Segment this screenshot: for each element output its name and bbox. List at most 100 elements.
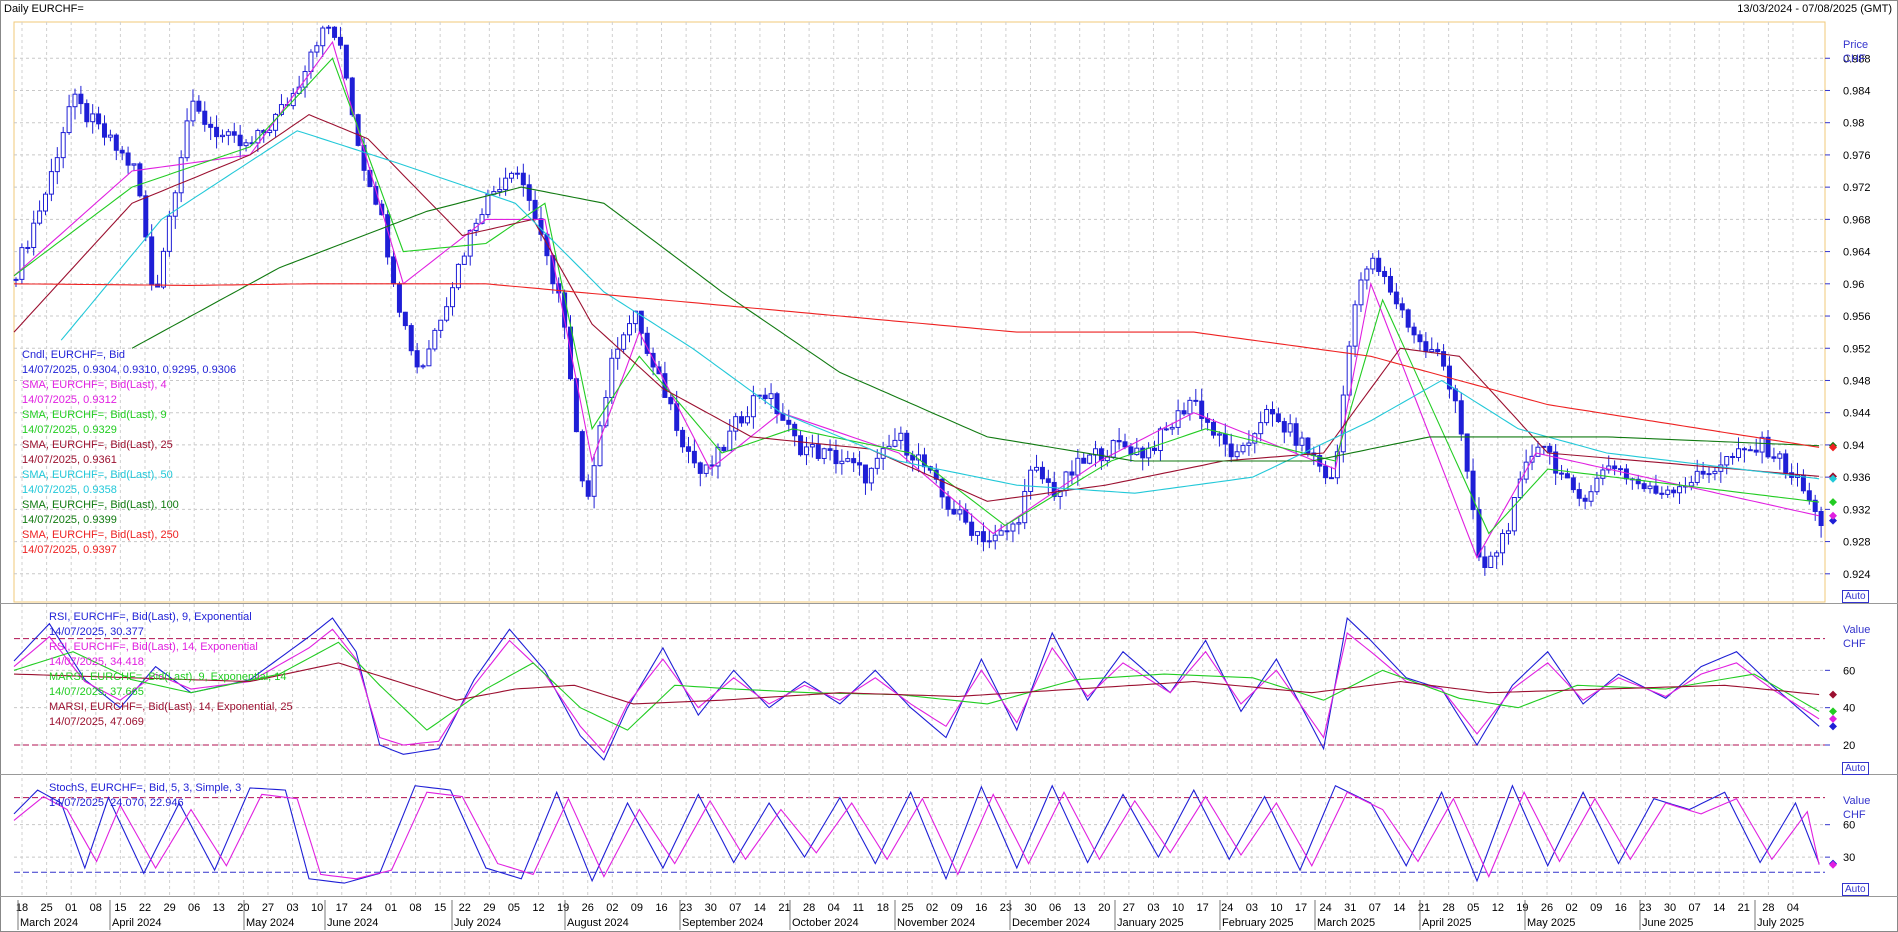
candle <box>532 190 538 221</box>
rsi-legend-item-value: 14/07/2025, 37.665 <box>49 686 144 698</box>
candle <box>497 177 503 197</box>
x-tick-label: 02 <box>926 902 938 914</box>
candle-body <box>1364 268 1370 281</box>
candle-body <box>1588 491 1594 502</box>
candle-body <box>992 534 998 542</box>
y-tick-label: 0.928 <box>1843 537 1871 549</box>
candle <box>1435 342 1441 357</box>
price-legend-item-value: 14/07/2025, 0.9361 <box>22 454 117 466</box>
stoch-k-line <box>13 784 1820 884</box>
candle <box>1523 449 1529 484</box>
candle-body <box>827 448 833 451</box>
candle-body <box>391 256 397 285</box>
marsi-14-line <box>13 662 1820 705</box>
candle <box>190 89 196 127</box>
candle-body <box>1175 410 1181 428</box>
y-tick-label: 0.988 <box>1843 53 1871 65</box>
price-legend-item-value: 14/07/2025, 0.9329 <box>22 424 117 436</box>
candle <box>1570 474 1576 493</box>
candle-body <box>1441 351 1447 367</box>
candle <box>1175 399 1181 435</box>
candle <box>1623 464 1629 485</box>
candle-body <box>1488 555 1494 568</box>
candle <box>1122 433 1128 450</box>
price-legend-item-name: SMA, EURCHF=, Bid(Last), 250 <box>22 529 179 541</box>
candle <box>1535 440 1541 457</box>
candle <box>1269 401 1275 427</box>
candle-body <box>214 126 220 138</box>
last-value-marker <box>1829 498 1837 507</box>
candle <box>1576 482 1582 507</box>
candle-body <box>497 189 503 193</box>
candle <box>314 41 320 58</box>
candle <box>868 467 874 491</box>
candle <box>1252 432 1258 454</box>
candle-body <box>768 393 774 400</box>
candle-body <box>621 334 627 350</box>
x-tick-label: 13 <box>213 902 225 914</box>
x-tick-label: 27 <box>1123 902 1135 914</box>
candle-body <box>1246 442 1252 446</box>
price-auto-button[interactable]: Auto <box>1842 590 1869 603</box>
candle-body <box>1034 466 1040 471</box>
candle-body <box>42 193 48 212</box>
candle <box>166 210 172 257</box>
candle-body <box>166 215 172 252</box>
candle <box>721 444 727 453</box>
candle <box>1087 453 1093 465</box>
candle-body <box>1812 499 1818 512</box>
candle <box>237 124 243 158</box>
candle <box>467 229 473 266</box>
sma-4-line <box>13 40 1820 559</box>
x-tick-label: 11 <box>853 902 864 914</box>
candle-body <box>1287 423 1293 433</box>
price-plot-area <box>13 21 1826 603</box>
candle-body <box>485 193 491 216</box>
candle <box>461 252 467 265</box>
candle-body <box>1075 457 1081 476</box>
candle-body <box>414 350 420 368</box>
candle <box>178 150 184 203</box>
candle-body <box>862 464 868 484</box>
x-tick-label: 16 <box>655 902 667 914</box>
stoch-axis-title: Value CHF <box>1843 795 1871 821</box>
candle-body <box>1087 454 1093 464</box>
candle-body <box>986 540 992 543</box>
candle-body <box>597 425 603 467</box>
candle <box>857 451 863 476</box>
candle-body <box>1264 409 1270 424</box>
candle-body <box>1736 448 1742 458</box>
last-value-marker <box>1829 714 1837 723</box>
candle <box>514 166 520 180</box>
candle <box>1275 407 1281 424</box>
candle <box>1387 267 1393 296</box>
candle-body <box>1677 486 1683 494</box>
candle <box>231 122 237 143</box>
month-label: April 2024 <box>112 917 162 929</box>
candle <box>697 461 703 487</box>
x-tick-label: 25 <box>901 902 913 914</box>
candle-body <box>1269 409 1275 415</box>
last-value-marker <box>1829 511 1837 520</box>
candle <box>739 411 745 427</box>
x-tick-label: 19 <box>1516 902 1528 914</box>
candle <box>1429 337 1435 354</box>
candle <box>432 328 438 352</box>
stoch-auto-button[interactable]: Auto <box>1842 883 1869 896</box>
y-tick-label: 0.94 <box>1843 440 1864 452</box>
candle-body <box>90 113 96 123</box>
candle <box>219 129 225 143</box>
candle <box>1081 452 1087 464</box>
candle-body <box>78 93 84 105</box>
candle <box>1305 437 1311 457</box>
candle-body <box>332 26 338 38</box>
candle <box>733 413 739 441</box>
month-label: May 2025 <box>1527 917 1575 929</box>
candle <box>626 315 632 343</box>
candle <box>1181 402 1187 417</box>
candle <box>337 26 343 50</box>
price-legend-item-value: 14/07/2025, 0.9397 <box>22 544 117 556</box>
rsi-auto-button[interactable]: Auto <box>1842 762 1869 775</box>
candle-body <box>66 106 72 134</box>
month-label: July 2024 <box>454 917 501 929</box>
